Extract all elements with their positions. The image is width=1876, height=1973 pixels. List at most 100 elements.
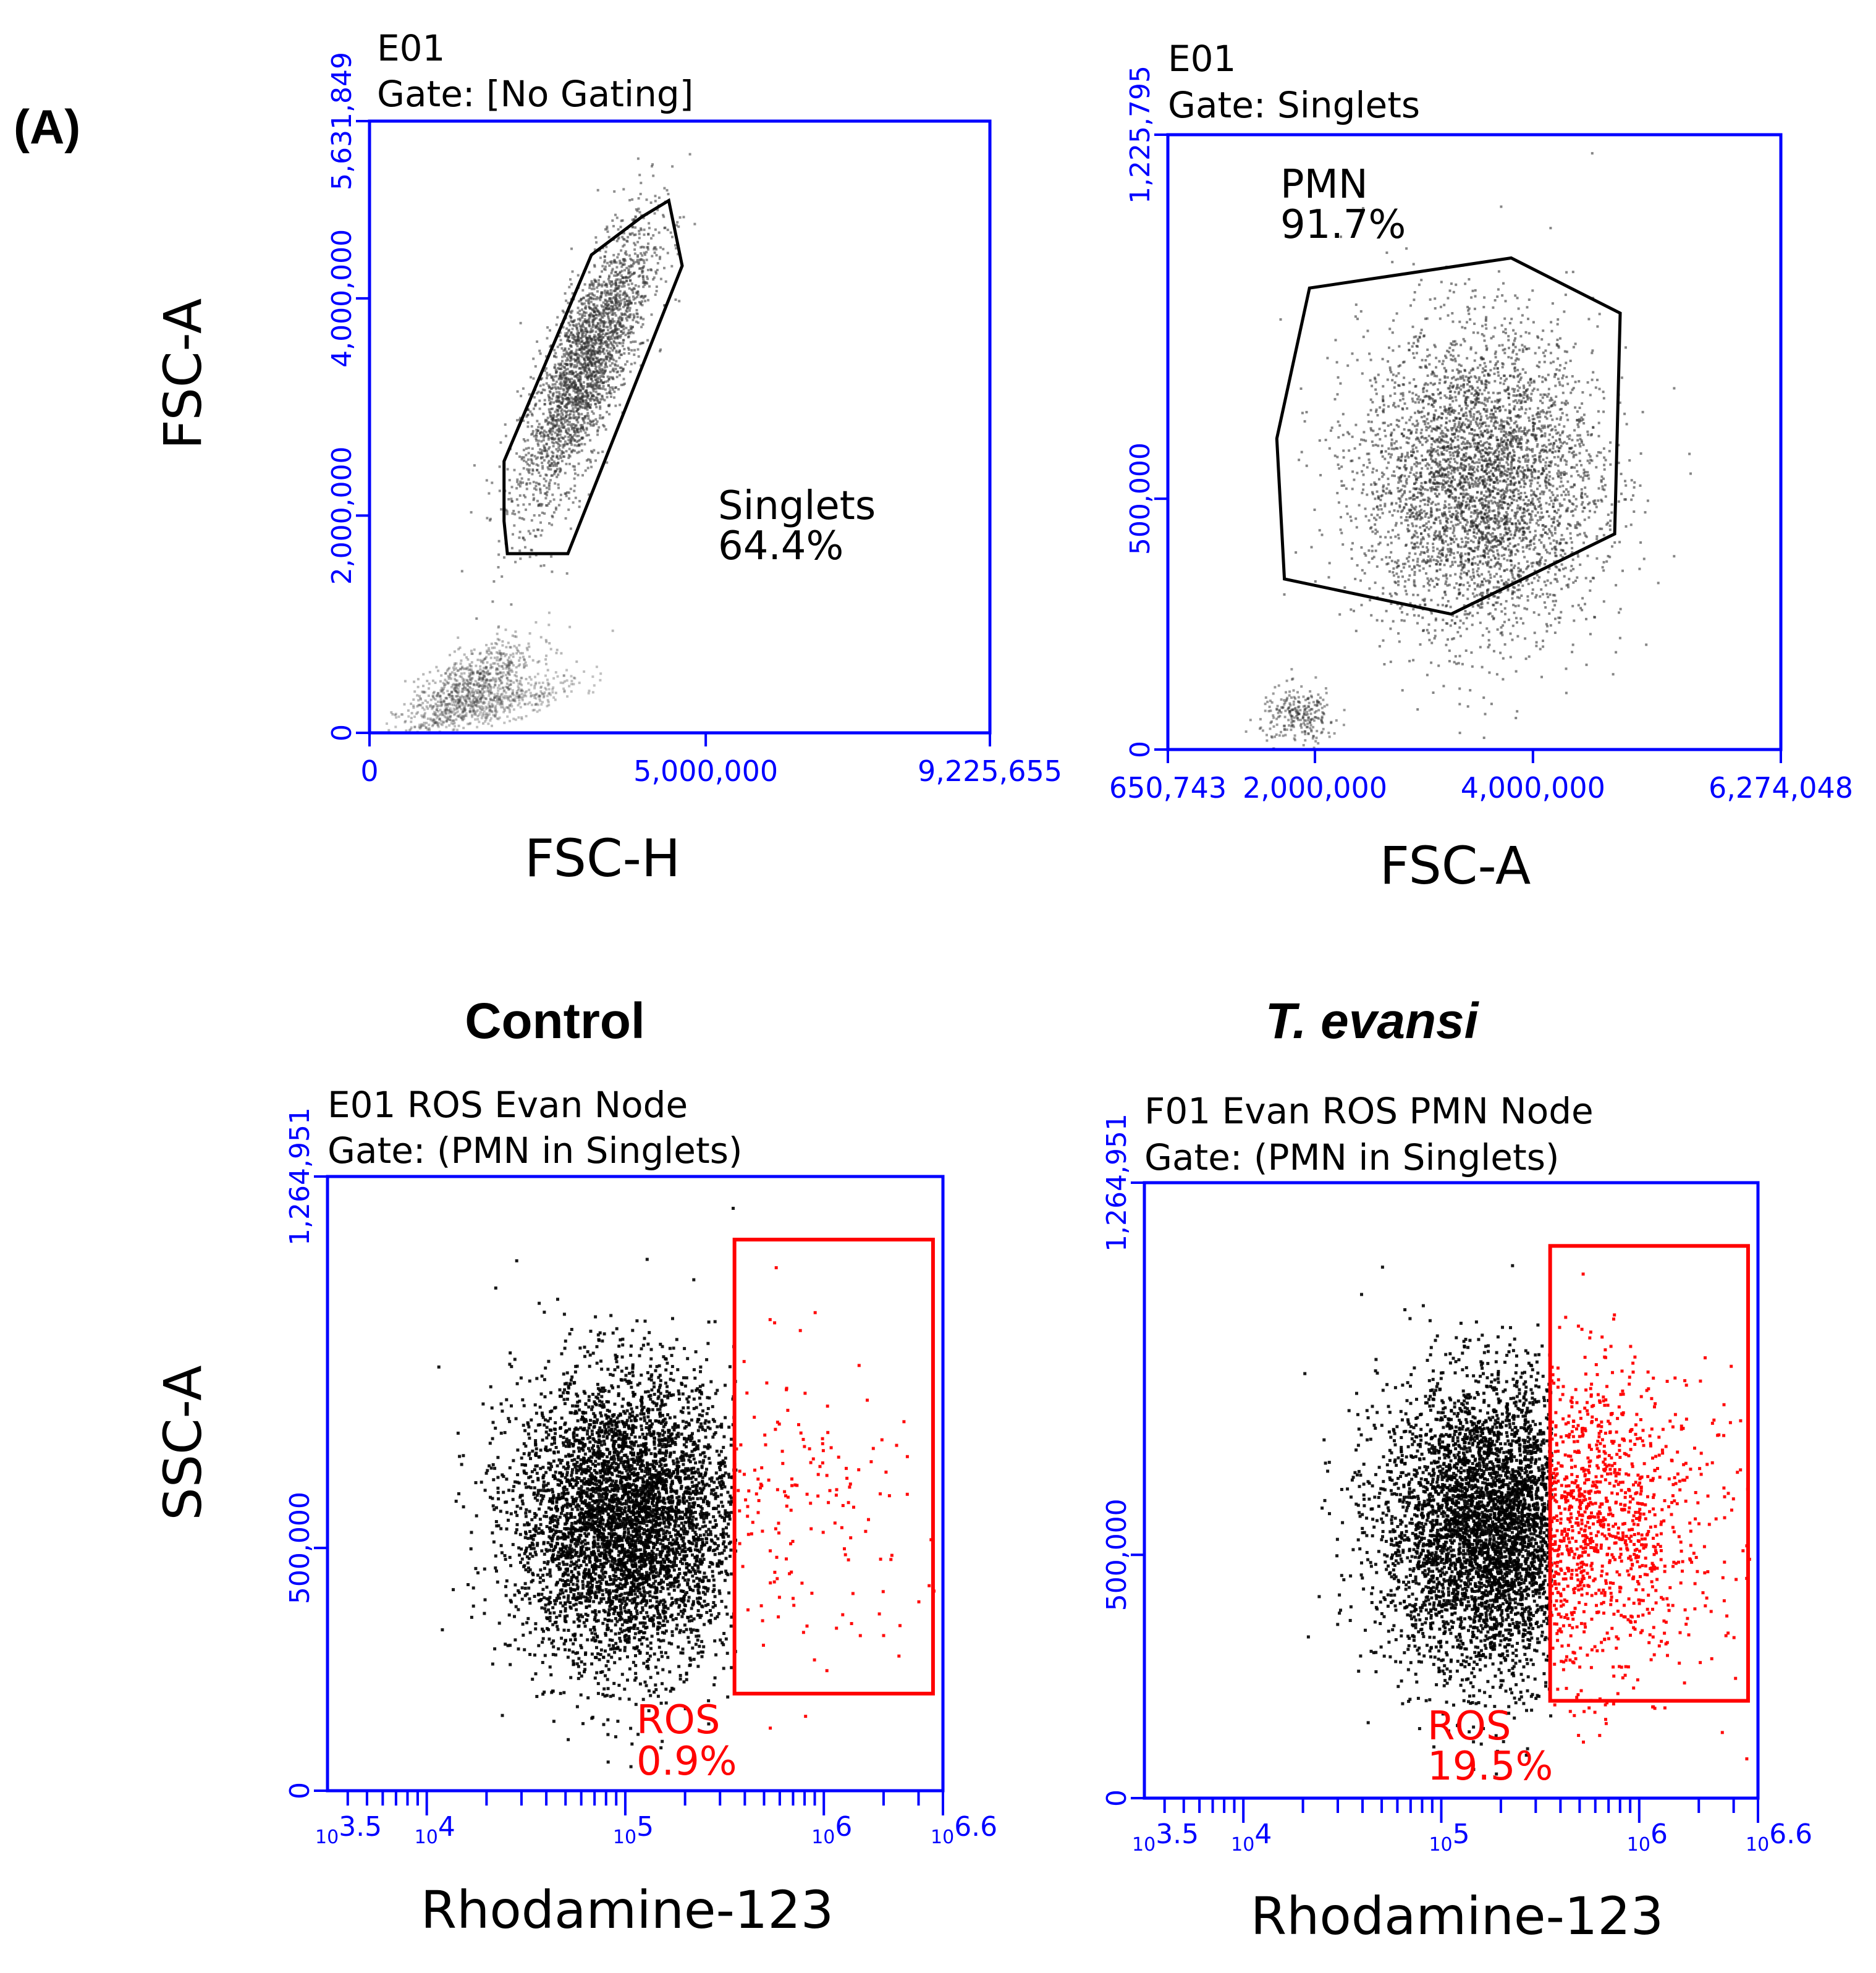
axis-tick-label: 0 [360,754,378,788]
event-dot [605,340,608,343]
event-dot [488,706,491,709]
event-dot [578,366,581,370]
event-dot [1509,416,1512,420]
event-dot [567,439,570,442]
event-dot [650,313,653,316]
event-dot [491,691,494,695]
event-dot [633,315,636,318]
event-dot [1342,456,1345,459]
event-dot [566,332,569,335]
event-dot [637,197,640,200]
event-dot [1507,339,1510,342]
event-dot [626,360,629,363]
event-dot [622,260,625,263]
event-dot [655,272,657,275]
event-dot [612,358,615,361]
event-dot [559,371,562,374]
event-dot [606,301,609,304]
event-dot [594,399,597,401]
event-dot [617,308,620,311]
event-dot [640,246,642,249]
event-dot [429,698,433,701]
event-dot [575,395,578,399]
event-dot [439,704,442,708]
event-dot [1368,587,1371,590]
event-dot [554,352,557,355]
event-dot [536,703,539,706]
event-dot [596,296,599,298]
event-dot [591,397,594,400]
event-dot [616,364,619,367]
event-dot [638,258,641,261]
event-dot [619,226,622,229]
event-dot [504,674,507,677]
event-dot [1497,288,1500,291]
event-dot [613,320,616,323]
event-dot [545,654,548,657]
event-dot [604,428,607,431]
event-dot [1415,465,1418,468]
event-dot [602,375,606,378]
event-dot [597,314,600,317]
event-dot [1583,518,1586,522]
event-dot [497,668,499,671]
event-dot [1512,567,1515,570]
event-dot [666,251,669,255]
event-dot [611,376,614,379]
event-dot [518,656,522,659]
event-dot [578,505,581,509]
event-dot [547,460,551,462]
event-dot [603,255,606,258]
event-dot [585,305,587,308]
event-dot [599,672,602,675]
event-dot [592,282,595,285]
event-dot [496,710,499,713]
event-dot [1452,454,1455,457]
event-dot [532,493,535,496]
event-dot [566,357,569,360]
event-dot [554,698,557,701]
event-dot [568,447,571,450]
event-dot [602,385,605,387]
event-dot [542,431,545,434]
event-dot [659,246,662,249]
event-dot [578,322,581,325]
event-dot [593,278,596,281]
event-dot [573,364,576,367]
event-dot [582,381,585,384]
event-dot [622,383,625,386]
event-dot [479,699,482,702]
event-dot [560,401,564,404]
event-dot [598,350,601,353]
event-dot [1455,399,1458,402]
event-dot [1598,387,1601,391]
event-dot [578,444,581,447]
event-dot [583,360,586,363]
event-dot [497,553,501,556]
event-dot [525,695,528,698]
event-dot [554,506,557,509]
event-dot [513,644,516,648]
event-dot [559,467,562,470]
event-dot [480,705,483,708]
event-dot [589,370,592,373]
event-dot [1549,352,1552,355]
event-dot [526,468,529,471]
event-dot [1434,635,1437,638]
event-dot [1577,474,1580,476]
event-dot [1405,593,1408,596]
event-dot [522,656,525,659]
event-dot [560,382,563,386]
event-dot [535,435,538,438]
event-dot [591,326,594,329]
event-dot [485,479,488,482]
event-dot [624,250,627,253]
event-dot [1354,315,1357,318]
event-dot [557,363,560,365]
event-dot [560,347,564,350]
event-dot [561,360,564,363]
event-dot [539,434,543,437]
event-dot [1534,530,1537,533]
event-dot [386,722,388,725]
event-dot [596,378,599,381]
